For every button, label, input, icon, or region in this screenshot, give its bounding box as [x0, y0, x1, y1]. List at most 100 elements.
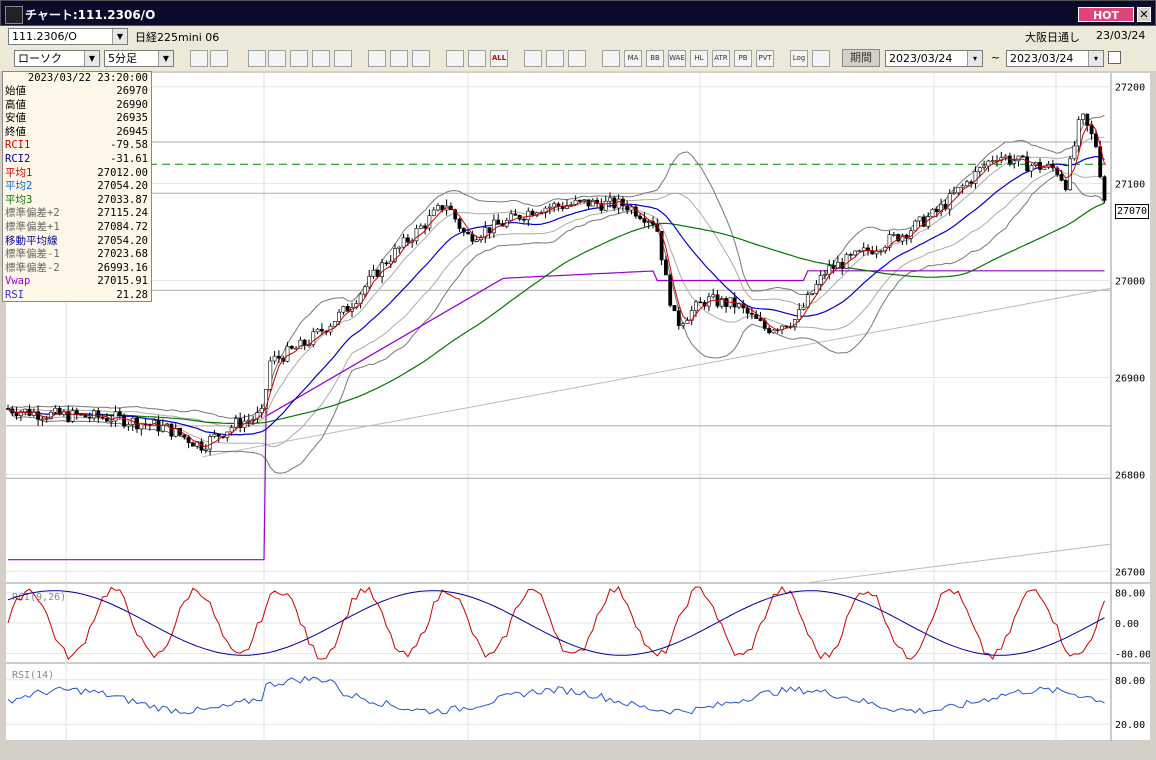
candle-body: [565, 205, 569, 209]
hot-button[interactable]: HOT: [1078, 7, 1134, 22]
session-date: 23/03/24: [1096, 29, 1146, 42]
wrench-icon[interactable]: [546, 50, 564, 67]
chevron-down-icon[interactable]: ▼: [158, 51, 173, 66]
chevron-down-icon[interactable]: ▼: [84, 51, 99, 66]
rci-tick-label: 80.00: [1115, 589, 1145, 600]
candle-plus-icon[interactable]: [468, 50, 486, 67]
period-button[interactable]: 期間: [842, 49, 880, 67]
interval-select[interactable]: 5分足 ▼: [104, 50, 174, 67]
candle-body: [861, 247, 866, 251]
calendar-icon[interactable]: ▾: [1088, 51, 1103, 66]
candle-body: [608, 197, 612, 202]
candle-body: [1051, 163, 1055, 169]
data-row-label: 平均2: [5, 180, 33, 193]
candle-body: [268, 360, 273, 390]
candle-body: [960, 185, 965, 188]
chart-canvas[interactable]: 27200 27100 27000 26900 26800 26700 80.00 0.00 -…: [6, 73, 1151, 759]
candle-body: [160, 424, 165, 432]
ma-icon[interactable]: MA: [624, 50, 642, 67]
data-row: 移動平均線 27054.20: [3, 235, 151, 249]
cursor-icon[interactable]: [390, 50, 408, 67]
candle-body: [900, 234, 905, 242]
all-icon[interactable]: ALL: [490, 50, 508, 67]
data-row-label: 移動平均線: [5, 234, 58, 247]
atr-icon[interactable]: ATR: [712, 50, 730, 67]
symbol-code-select[interactable]: 111.2306/O ▼: [8, 28, 128, 45]
moving-average-2: [7, 155, 1105, 436]
candle-body: [66, 411, 71, 422]
color-icon[interactable]: [568, 50, 586, 67]
candle-body: [797, 309, 802, 320]
candle-body: [70, 410, 75, 422]
candle-body: [930, 208, 935, 217]
candle-body: [186, 436, 191, 444]
candle-body: [53, 407, 58, 413]
data-row: 高値 26990: [3, 99, 151, 113]
pvt-icon[interactable]: PVT: [756, 50, 774, 67]
date-to-field[interactable]: 2023/03/24 ▾: [1006, 50, 1104, 67]
candle-body: [371, 269, 376, 277]
candle-body: [315, 328, 320, 333]
data-row: 標準偏差+2 27115.24: [3, 207, 151, 221]
candle-body: [388, 260, 393, 265]
pb-icon[interactable]: PB: [734, 50, 752, 67]
bb-icon[interactable]: BB: [646, 50, 664, 67]
bollinger-lower-1: [7, 168, 1105, 448]
candle-body: [1003, 155, 1008, 158]
candle-body: [1016, 155, 1021, 162]
candle-body: [719, 298, 724, 307]
candle-body: [853, 250, 858, 256]
candle-body: [1059, 174, 1064, 181]
pen-icon[interactable]: [368, 50, 386, 67]
close-button[interactable]: ✕: [1137, 7, 1151, 22]
candle-body: [191, 442, 195, 447]
disabled-icon[interactable]: [334, 50, 352, 67]
grid-icon[interactable]: [602, 50, 620, 67]
candle-body: [1094, 133, 1098, 147]
chart-app-icon: [5, 6, 23, 24]
candle-body: [487, 227, 492, 234]
wae-icon[interactable]: WAE: [668, 50, 686, 67]
rci1-line: [7, 585, 1105, 660]
candle-body: [827, 265, 832, 275]
candle-body: [977, 167, 982, 172]
candle-body: [96, 410, 101, 418]
gear-icon[interactable]: [524, 50, 542, 67]
export-icon[interactable]: [812, 50, 830, 67]
chart-type-value: ローソク: [18, 52, 62, 65]
candle-body: [1020, 155, 1025, 158]
candle-body: [638, 215, 643, 219]
candle-body: [393, 248, 397, 262]
chevron-down-icon[interactable]: ▼: [112, 29, 127, 44]
candle-body: [711, 294, 716, 298]
candle-body: [414, 227, 419, 242]
log-icon[interactable]: Log: [790, 50, 808, 67]
candle-body: [1025, 156, 1030, 172]
candle-body: [582, 199, 587, 201]
undo-icon[interactable]: [412, 50, 430, 67]
candle-body: [431, 209, 436, 216]
candle-body: [259, 408, 264, 413]
zoom-in-icon[interactable]: [268, 50, 286, 67]
candle-body: [513, 213, 518, 216]
chart-type-select[interactable]: ローソク ▼: [14, 50, 100, 67]
bar-chart-icon[interactable]: [290, 50, 308, 67]
candle-body: [319, 328, 324, 332]
data-row: Vwap 27015.91: [3, 275, 151, 289]
zoom-icon[interactable]: [190, 50, 208, 67]
candle-body: [36, 411, 41, 420]
trend-icon[interactable]: [312, 50, 330, 67]
crosshair-icon[interactable]: [210, 50, 228, 67]
date-checkbox[interactable]: [1108, 51, 1121, 64]
hl-icon[interactable]: HL: [690, 50, 708, 67]
date-from-field[interactable]: 2023/03/24 ▾: [885, 50, 983, 67]
chart-area[interactable]: 27200 27100 27000 26900 26800 26700 80.00 0.00 -…: [6, 73, 1151, 759]
candle-body: [238, 418, 243, 428]
candle-icon[interactable]: [446, 50, 464, 67]
candle-body: [483, 227, 488, 238]
rci-tick-label: -80.00: [1115, 649, 1150, 660]
calendar-icon[interactable]: ▾: [967, 51, 982, 66]
candle-body: [964, 181, 969, 187]
download-icon[interactable]: [248, 50, 266, 67]
candle-body: [203, 448, 208, 451]
